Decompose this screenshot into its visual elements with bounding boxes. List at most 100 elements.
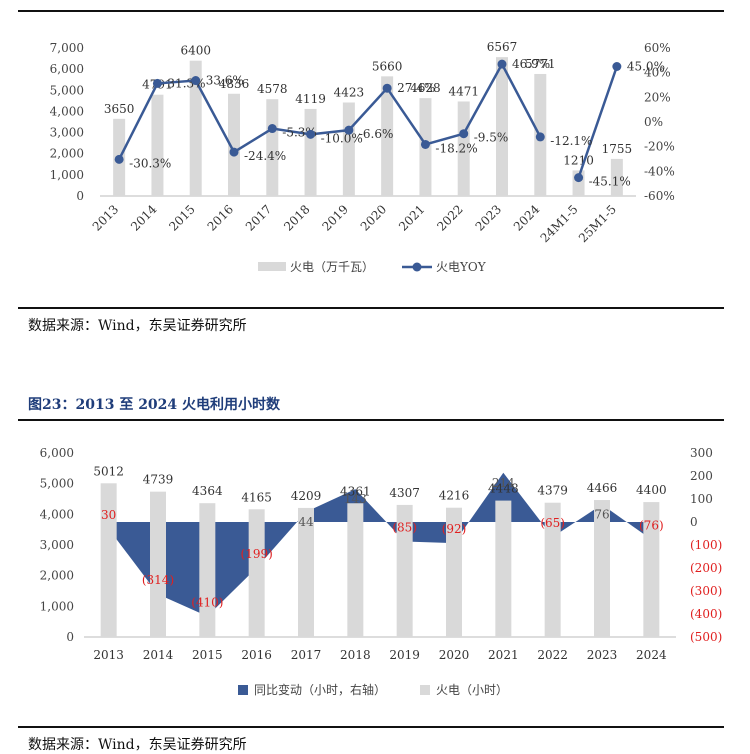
hours-bar-label: 4209 (291, 489, 322, 503)
capacity-bar (304, 108, 317, 196)
x-tick-label: 2019 (389, 648, 420, 662)
yoy-point (306, 129, 316, 139)
x-tick-label: 2017 (291, 648, 322, 662)
yoy-change-label: 76 (594, 508, 609, 522)
hours-bar-label: 4739 (143, 473, 174, 487)
yoy-change-label: 44 (298, 515, 314, 529)
yoy-point (152, 78, 162, 88)
capacity-bar (189, 60, 202, 196)
yoy-point (229, 147, 239, 157)
yoy-label: 46.9% (512, 57, 550, 71)
x-tick-label: 2024 (636, 648, 667, 662)
yoy-label: -30.3% (129, 156, 171, 170)
y-tick-label: 0 (66, 630, 74, 644)
source-rule-1 (18, 307, 724, 309)
yoy-label: -24.4% (244, 149, 286, 163)
yoy-change-label: (85) (392, 521, 417, 535)
yoy-point (497, 59, 507, 69)
x-tick-label: 2021 (488, 648, 519, 662)
yoy-point (344, 125, 354, 135)
legend-bar-label: 火电（万千瓦） (290, 260, 374, 274)
chart-thermal-capacity: 7,000 6,000 5,000 4,000 3,000 2,000 1,000 0 60% 4… (50, 40, 675, 274)
y2-tick-label: (200) (690, 561, 722, 575)
yoy-point (382, 83, 392, 93)
yoy-label: -12.1% (550, 134, 592, 148)
x-tick-label: 2023 (473, 202, 504, 233)
hours-bar-label: 5012 (93, 464, 124, 478)
x-tick-label: 2024 (511, 202, 543, 234)
hours-bar-label: 4216 (439, 489, 470, 503)
yoy-line (118, 61, 542, 160)
yoy-line-ytd (577, 66, 619, 179)
figure-title-rule (18, 419, 724, 421)
capacity-bar (266, 99, 279, 196)
yoy-label: 31.3% (167, 76, 205, 90)
capacity-bar-label: 4423 (334, 85, 365, 99)
y2-tick-label: 100 (690, 492, 713, 506)
y2-tick-label: (100) (690, 538, 722, 552)
y2-tick-label: 40% (644, 66, 671, 80)
y2-tick-label: 300 (690, 446, 713, 460)
yoy-change-label: (199) (241, 547, 273, 561)
y-tick-label: 4,000 (50, 104, 84, 118)
yoy-label: -45.1% (589, 175, 631, 189)
capacity-bar (457, 101, 470, 196)
legend-line-marker (412, 262, 422, 272)
yoy-change-label: (76) (639, 518, 664, 532)
x-tick-label: 2013 (93, 648, 124, 662)
capacity-bar-label: 4119 (295, 92, 326, 106)
yoy-label: 45.0% (627, 60, 665, 74)
capacity-bar-label: 4578 (257, 82, 288, 96)
capacity-bar (342, 102, 355, 196)
hours-bar (643, 502, 660, 637)
yoy-change-label: 143 (344, 492, 367, 506)
legend-area-label: 同比变动（小时，右轴） (254, 682, 386, 697)
hours-bar-label: 4307 (389, 486, 420, 500)
figure-title: 图23：2013 至 2024 火电利用小时数 (28, 397, 281, 413)
x-tick-label: 2015 (166, 202, 197, 233)
y-tick-label: 1,000 (40, 599, 74, 613)
capacity-bar (381, 76, 394, 196)
y-tick-label: 4,000 (40, 507, 74, 521)
yoy-label: -9.5% (474, 131, 509, 145)
yoy-change-label: 30 (101, 508, 116, 522)
hours-bar-label: 4400 (636, 483, 667, 497)
x-tick-label: 25M1-5 (576, 202, 619, 245)
x-tick-label: 2023 (587, 648, 618, 662)
yoy-point (612, 62, 622, 71)
legend-bar-swatch (258, 262, 286, 271)
chart-thermal-hours: 6,0005,0004,0003,0002,0001,0000300200100… (40, 446, 723, 697)
hours-bar-label: 4379 (537, 484, 568, 498)
x-tick-label: 2019 (319, 202, 350, 233)
capacity-bar-label: 5771 (525, 57, 556, 71)
x-tick-label: 2013 (90, 202, 121, 233)
legend-bar-swatch (420, 685, 430, 695)
y2-tick-label: -40% (644, 164, 675, 178)
source-rule-2 (18, 726, 724, 728)
y2-tick-label: 0% (644, 115, 663, 129)
y-tick-label: 7,000 (50, 41, 84, 55)
capacity-bar-label: 1210 (563, 153, 594, 167)
y-tick-label: 2,000 (40, 569, 74, 583)
x-tick-label: 2022 (537, 648, 568, 662)
capacity-bar (496, 57, 508, 196)
hours-bar (495, 500, 512, 637)
y2-tick-label: -20% (644, 140, 675, 154)
x-tick-label: 2021 (396, 202, 427, 233)
y-tick-label: 3,000 (50, 126, 84, 140)
hours-bar-label: 4448 (488, 482, 519, 496)
hours-bar-label: 4165 (241, 490, 272, 504)
yoy-point (114, 154, 124, 164)
y2-tick-label: 60% (644, 41, 671, 55)
source-note-top: 数据来源：Wind，东吴证券研究所 (28, 318, 247, 334)
capacity-bar-label: 1755 (602, 142, 633, 156)
top-rule (18, 10, 724, 12)
y-tick-label: 3,000 (40, 538, 74, 552)
x-tick-label: 2018 (281, 202, 312, 233)
x-tick-label: 2014 (143, 648, 174, 662)
y-tick-label: 6,000 (50, 62, 84, 76)
y2-tick-label: (300) (690, 584, 722, 598)
yoy-label: -10.0% (321, 131, 363, 145)
yoy-change-label: (65) (540, 516, 565, 530)
x-tick-label: 2017 (243, 202, 274, 233)
